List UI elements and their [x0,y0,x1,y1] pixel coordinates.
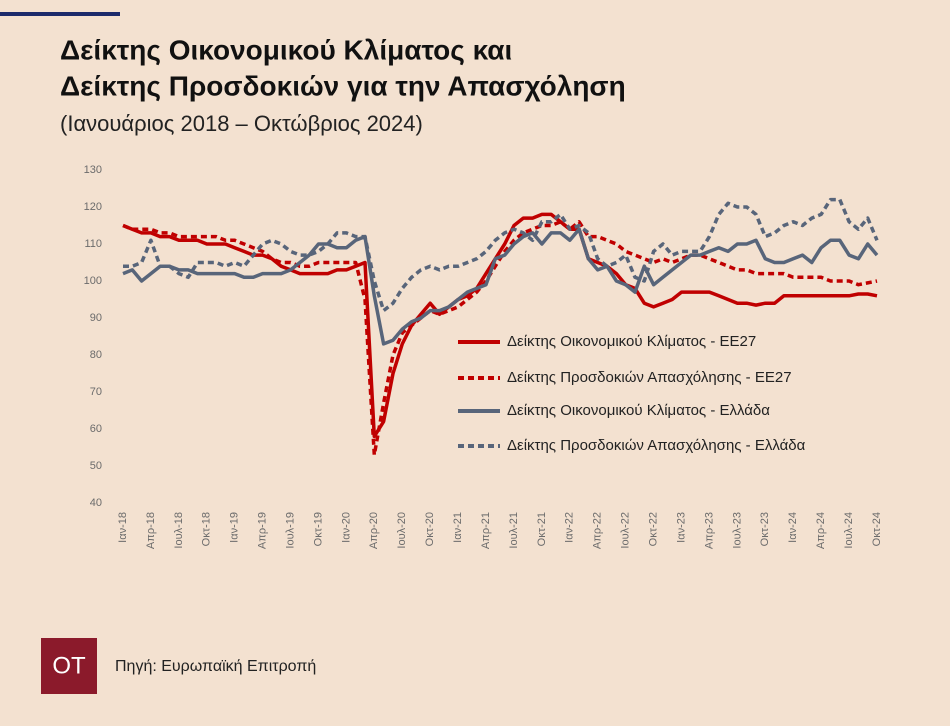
x-tick-label: Ιαν-21 [452,512,464,543]
y-tick-label: 90 [90,312,102,324]
y-tick-label: 40 [90,497,102,509]
y-tick-label: 110 [84,238,102,250]
y-tick-label: 50 [90,460,102,472]
legend-label: Δείκτης Προσδοκιών Απασχόλησης - Ελλάδα [507,437,806,454]
x-tick-label: Απρ-22 [592,512,604,549]
legend-label: Δείκτης Προσδοκιών Απασχόλησης - ΕΕ27 [507,369,792,386]
x-tick-label: Οκτ-23 [759,512,771,546]
x-tick-label: Ιουλ-23 [731,512,743,549]
chart-title: Δείκτης Οικονομικού Κλίματος και [60,34,512,65]
x-tick-label: Ιουλ-18 [173,512,185,549]
x-tick-label: Απρ-18 [145,512,157,549]
x-tick-label: Οκτ-22 [647,512,659,546]
x-tick-label: Ιουλ-19 [284,512,296,549]
x-tick-label: Οκτ-21 [536,512,548,546]
y-tick-label: 100 [84,275,102,287]
x-tick-label: Απρ-20 [368,512,380,549]
x-tick-label: Ιουλ-24 [843,512,855,549]
x-tick-label: Απρ-24 [815,512,827,549]
chart-title: Δείκτης Προσδοκιών για την Απασχόληση [60,70,626,101]
top-rule [0,12,120,16]
source: Πηγή: Ευρωπαϊκή Επιτροπή [115,658,316,675]
x-tick-label: Ιαν-22 [564,512,576,543]
x-tick-label: Ιουλ-22 [620,512,632,549]
y-tick-label: 70 [90,386,102,398]
logo: OT [52,652,86,679]
x-tick-label: Απρ-23 [703,512,715,549]
series-line [123,197,879,313]
x-tick-label: Ιαν-23 [675,512,687,543]
x-tick-label: Ιαν-19 [229,512,241,543]
legend-label: Δείκτης Οικονομικού Κλίματος - ΕΕ27 [507,333,756,350]
x-tick-label: Ιαν-18 [117,512,129,543]
x-tick-label: Οκτ-20 [424,512,436,546]
x-tick-label: Ιουλ-21 [508,512,520,549]
y-tick-label: 120 [84,201,102,213]
y-tick-label: 130 [84,164,102,176]
logo-box [41,638,97,694]
x-tick-label: Οκτ-18 [201,512,213,546]
series-line [122,212,878,439]
series-line [122,227,879,346]
y-tick-label: 60 [90,423,102,435]
x-tick-label: Απρ-19 [257,512,269,549]
x-tick-label: Ιαν-20 [340,512,352,543]
x-tick-label: Απρ-21 [480,512,492,549]
x-tick-label: Οκτ-19 [312,512,324,546]
x-tick-label: Ιαν-24 [787,512,799,543]
y-tick-label: 80 [90,349,102,361]
legend-label: Δείκτης Οικονομικού Κλίματος - Ελλάδα [507,402,770,419]
x-tick-label: Ιουλ-20 [396,512,408,549]
chart-subtitle: (Ιανουάριος 2018 – Οκτώβριος 2024) [60,111,423,136]
x-tick-label: Οκτ-24 [871,512,883,546]
